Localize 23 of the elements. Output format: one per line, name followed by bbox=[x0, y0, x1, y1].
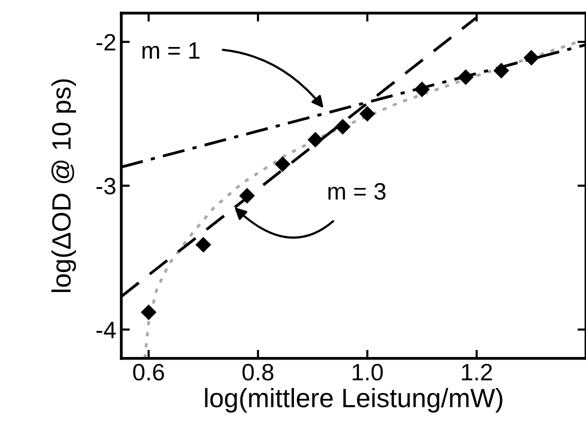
point bbox=[494, 63, 509, 78]
point bbox=[196, 237, 211, 252]
point bbox=[414, 82, 430, 97]
line-series bbox=[143, 39, 584, 358]
x-tick-label: 1.0 bbox=[352, 364, 383, 381]
y-axis-title: log(ΔOD @ 10 ps) bbox=[51, 79, 76, 292]
point bbox=[335, 119, 350, 134]
point bbox=[524, 50, 539, 66]
point bbox=[239, 188, 255, 204]
point bbox=[308, 132, 323, 148]
y-tick-label: -4 bbox=[96, 322, 116, 338]
annotation: m = 3 bbox=[328, 183, 386, 200]
annotation: m = 1 bbox=[142, 42, 200, 59]
y-tick-label: -3 bbox=[96, 178, 116, 195]
x-axis-title: log(mittlere Leistung/mW) bbox=[205, 388, 502, 413]
x-tick-label: 1.2 bbox=[462, 364, 492, 380]
point bbox=[141, 304, 156, 320]
y-tick-label: -2 bbox=[96, 34, 116, 50]
point bbox=[360, 106, 375, 122]
point bbox=[275, 156, 290, 172]
x-tick-label: 0.6 bbox=[133, 364, 164, 381]
point bbox=[458, 70, 474, 85]
x-tick-label: 0.8 bbox=[242, 364, 274, 381]
